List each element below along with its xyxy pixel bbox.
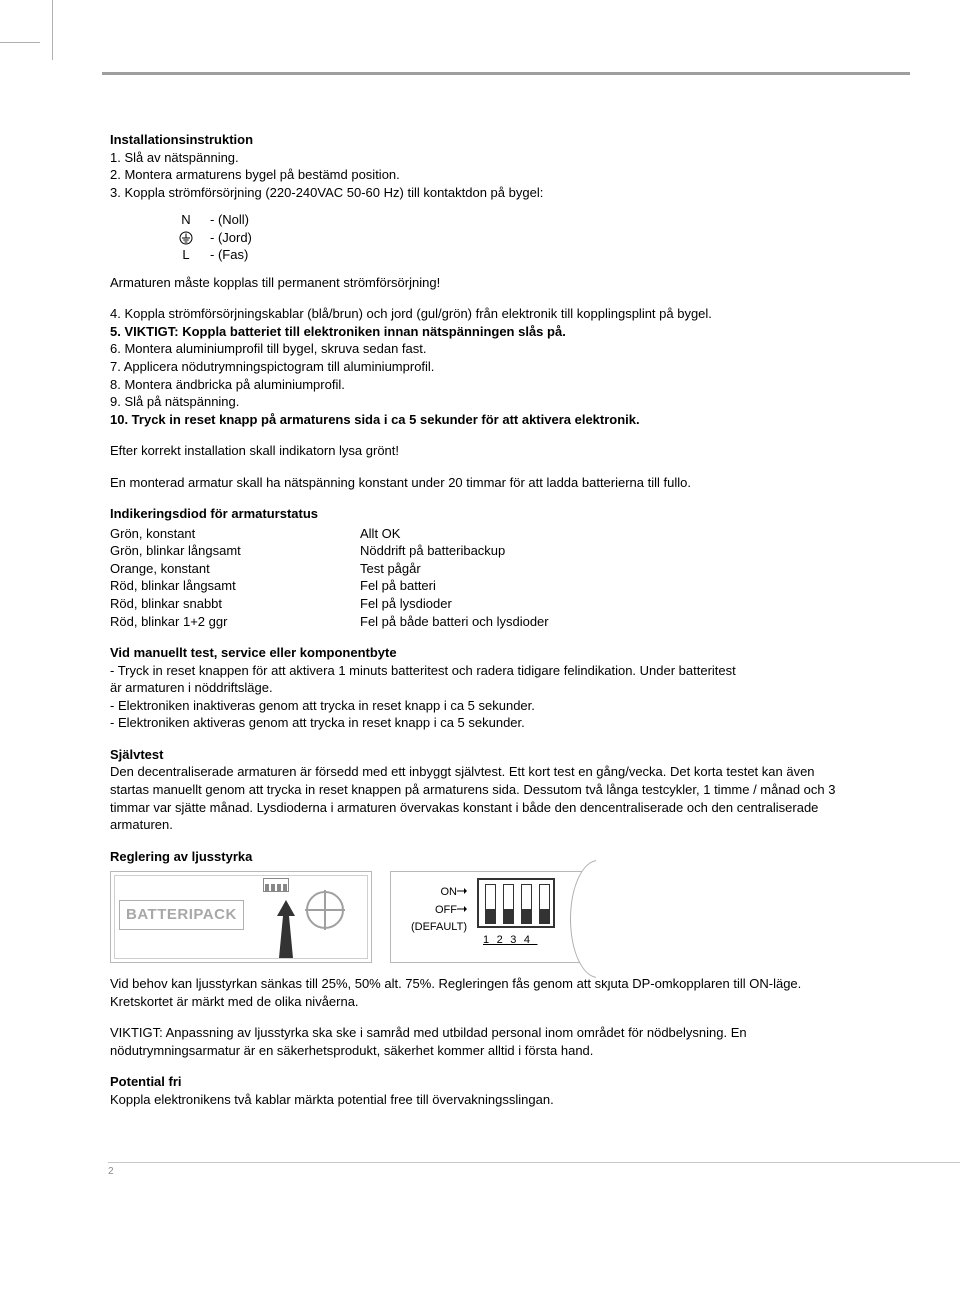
arrow-right-icon bbox=[457, 902, 467, 920]
manual-test-heading: Vid manuellt test, service eller kompone… bbox=[110, 644, 850, 662]
install-step: 3. Koppla strömförsörjning (220-240VAC 5… bbox=[110, 184, 850, 202]
connection-desc: - (Fas) bbox=[202, 246, 248, 264]
brightness-text1: Vid behov kan ljusstyrkan sänkas till 25… bbox=[110, 975, 850, 1010]
status-row: Orange, konstantTest pågår bbox=[110, 560, 850, 578]
connection-symbol: L bbox=[170, 246, 202, 264]
brightness-heading: Reglering av ljusstyrka bbox=[110, 848, 850, 866]
install-step: 8. Montera ändbricka på aluminiumprofil. bbox=[110, 376, 850, 394]
dip-switch-numbers: 1234 bbox=[483, 933, 537, 948]
install-step: 9. Slå på nätspänning. bbox=[110, 393, 850, 411]
dip-icon bbox=[263, 878, 289, 892]
dip-switch-outer bbox=[477, 878, 555, 928]
potential-text: Koppla elektronikens två kablar märkta p… bbox=[110, 1091, 850, 1109]
status-row: Grön, konstantAllt OK bbox=[110, 525, 850, 543]
status-row: Röd, blinkar 1+2 ggrFel på både batteri … bbox=[110, 613, 850, 631]
status-table: Grön, konstantAllt OK Grön, blinkar lång… bbox=[110, 525, 850, 630]
status-c1: Grön, blinkar långsamt bbox=[110, 542, 360, 560]
install-step: 6. Montera aluminiumprofil till bygel, s… bbox=[110, 340, 850, 358]
manual-test-line: - Tryck in reset knappen för att aktiver… bbox=[110, 662, 850, 680]
connection-row: - (Jord) bbox=[170, 229, 850, 247]
install-step: 4. Koppla strömförsörjningskablar (blå/b… bbox=[110, 305, 850, 323]
install-after: Efter korrekt installation skall indikat… bbox=[110, 442, 850, 460]
connection-desc: - (Jord) bbox=[202, 229, 252, 247]
status-section: Indikeringsdiod för armaturstatus Grön, … bbox=[110, 505, 850, 630]
dip-switch-block: 1234 bbox=[477, 878, 555, 928]
manual-test-line: - Elektroniken aktiveras genom att tryck… bbox=[110, 714, 850, 732]
status-row: Röd, blinkar långsamtFel på batteri bbox=[110, 577, 850, 595]
diagram-panel-battery: BATTERIPACK bbox=[110, 871, 372, 963]
header-rule bbox=[102, 72, 910, 75]
page: Installationsinstruktion 1. Slå av nätsp… bbox=[0, 0, 960, 1197]
install-heading: Installationsinstruktion bbox=[110, 131, 850, 149]
install-step: 7. Applicera nödutrymningspictogram till… bbox=[110, 358, 850, 376]
footer-rule bbox=[108, 1162, 960, 1163]
install-step: 10. Tryck in reset knapp på armaturens s… bbox=[110, 411, 850, 429]
brightness-section: Reglering av ljusstyrka BATTERIPACK bbox=[110, 848, 850, 1060]
status-row: Grön, blinkar långsamtNöddrift på batter… bbox=[110, 542, 850, 560]
potential-heading: Potential fri bbox=[110, 1073, 850, 1091]
panel-mask bbox=[596, 858, 628, 980]
status-c1: Röd, blinkar snabbt bbox=[110, 595, 360, 613]
batteripack-label: BATTERIPACK bbox=[119, 900, 244, 930]
status-heading: Indikeringsdiod för armaturstatus bbox=[110, 505, 850, 523]
dip-switch-1 bbox=[484, 883, 497, 925]
status-c2: Fel på både batteri och lysdioder bbox=[360, 613, 850, 631]
arrow-right-icon bbox=[457, 884, 467, 902]
status-c1: Röd, blinkar 1+2 ggr bbox=[110, 613, 360, 631]
manual-test-line: är armaturen i nöddriftsläge. bbox=[110, 679, 850, 697]
content: Installationsinstruktion 1. Slå av nätsp… bbox=[0, 75, 960, 1132]
manual-test-section: Vid manuellt test, service eller kompone… bbox=[110, 644, 850, 732]
status-c2: Fel på batteri bbox=[360, 577, 850, 595]
brightness-diagram: BATTERIPACK bbox=[110, 871, 850, 963]
selftest-text: Den decentraliserade armaturen är försed… bbox=[110, 763, 850, 833]
status-c1: Grön, konstant bbox=[110, 525, 360, 543]
status-row: Röd, blinkar snabbtFel på lysdioder bbox=[110, 595, 850, 613]
install-step: 2. Montera armaturens bygel på bestämd p… bbox=[110, 166, 850, 184]
connection-table: N - (Noll) - (Jord) bbox=[170, 211, 850, 264]
status-c2: Allt OK bbox=[360, 525, 850, 543]
page-footer: 2 bbox=[0, 1162, 960, 1177]
install-step: 1. Slå av nätspänning. bbox=[110, 149, 850, 167]
on-label: ON bbox=[441, 886, 458, 898]
install-warning: Armaturen måste kopplas till permanent s… bbox=[110, 274, 850, 292]
status-c1: Röd, blinkar långsamt bbox=[110, 577, 360, 595]
status-c2: Nöddrift på batteribackup bbox=[360, 542, 850, 560]
crop-mark-horizontal bbox=[0, 42, 40, 43]
diagram-panel-switches: ON OFF (DEFAULT) 1234 bbox=[390, 871, 598, 963]
off-label: OFF bbox=[435, 904, 457, 916]
brightness-text2: VIKTIGT: Anpassning av ljusstyrka ska sk… bbox=[110, 1024, 850, 1059]
connection-desc: - (Noll) bbox=[202, 211, 249, 229]
status-c1: Orange, konstant bbox=[110, 560, 360, 578]
status-c2: Fel på lysdioder bbox=[360, 595, 850, 613]
crop-mark-vertical bbox=[52, 0, 53, 60]
connection-row: L - (Fas) bbox=[170, 246, 850, 264]
top-marks bbox=[0, 0, 960, 75]
ground-icon bbox=[170, 229, 202, 247]
manual-test-line: - Elektroniken inaktiveras genom att try… bbox=[110, 697, 850, 715]
dip-switch-2 bbox=[502, 883, 515, 925]
connection-symbol: N bbox=[170, 211, 202, 229]
arrow-up-icon bbox=[273, 900, 299, 963]
install-step: 5. VIKTIGT: Koppla batteriet till elektr… bbox=[110, 323, 850, 341]
default-label: (DEFAULT) bbox=[399, 919, 467, 937]
diagram-panels: BATTERIPACK bbox=[110, 871, 850, 963]
dip-switch-3 bbox=[520, 883, 533, 925]
selftest-heading: Självtest bbox=[110, 746, 850, 764]
dip-switch-4 bbox=[538, 883, 551, 925]
potential-section: Potential fri Koppla elektronikens två k… bbox=[110, 1073, 850, 1108]
selftest-section: Självtest Den decentraliserade armaturen… bbox=[110, 746, 850, 834]
page-number: 2 bbox=[108, 1166, 114, 1177]
connection-row: N - (Noll) bbox=[170, 211, 850, 229]
status-c2: Test pågår bbox=[360, 560, 850, 578]
crosshair-icon bbox=[305, 890, 345, 935]
install-charge: En monterad armatur skall ha nätspänning… bbox=[110, 474, 850, 492]
install-section: Installationsinstruktion 1. Slå av nätsp… bbox=[110, 131, 850, 491]
on-off-labels: ON OFF (DEFAULT) bbox=[399, 884, 467, 937]
